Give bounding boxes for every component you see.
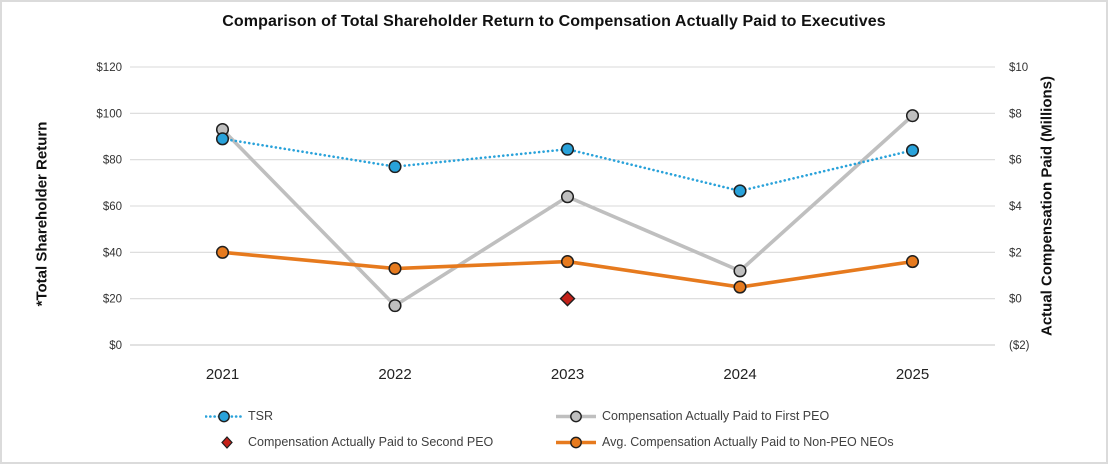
- x-axis-label: 2023: [551, 366, 584, 383]
- left-axis-tick: $0: [109, 340, 122, 352]
- right-axis-tick: $10: [1009, 62, 1028, 74]
- x-axis-label: 2022: [378, 366, 411, 383]
- left-axis-tick: $20: [103, 294, 122, 306]
- second-peo-legend-marker: [221, 435, 233, 449]
- right-axis-tick: $8: [1009, 108, 1022, 120]
- legend-item-non-peo-neos: Avg. Compensation Actually Paid to Non-P…: [555, 434, 894, 450]
- data-point: [733, 184, 747, 198]
- right-axis-tick: ($2): [1009, 340, 1030, 352]
- series-line-0: [221, 137, 914, 193]
- legend-item-second-peo: Compensation Actually Paid to Second PEO: [205, 434, 493, 450]
- second-peo-legend-diamond-icon: [221, 435, 233, 449]
- first-peo-legend-marker: [556, 410, 596, 422]
- data-point: [215, 245, 230, 259]
- data-point: [388, 160, 402, 174]
- first-peo-legend-circle-icon: [570, 410, 582, 422]
- legend-label-second-peo: Compensation Actually Paid to Second PEO: [248, 435, 494, 449]
- data-point: [560, 190, 575, 204]
- right-axis-tick: $6: [1009, 155, 1022, 167]
- left-axis-tick: $60: [103, 201, 122, 213]
- left-axis-tick: $80: [103, 155, 122, 167]
- x-axis-label: 2025: [896, 366, 929, 383]
- left-axis-tick: $100: [96, 108, 122, 120]
- chart-title: Comparison of Total Shareholder Return t…: [222, 13, 886, 30]
- data-point: [560, 255, 575, 269]
- right-axis-tick: $2: [1009, 247, 1022, 259]
- legend-label-tsr: TSR: [248, 409, 273, 423]
- legend-item-tsr: TSR: [205, 408, 273, 424]
- data-point: [733, 280, 747, 294]
- tsr-legend-circle-icon: [218, 410, 230, 422]
- data-point: [905, 109, 920, 123]
- data-point-diamond: [559, 290, 576, 307]
- data-point: [560, 142, 575, 156]
- data-point: [388, 299, 402, 313]
- data-point: [905, 255, 920, 269]
- non-peo-neos-legend-circle-icon: [570, 436, 582, 448]
- data-point: [905, 143, 920, 157]
- data-point: [388, 262, 402, 276]
- x-axis-label: 2024: [723, 366, 756, 383]
- data-point: [733, 264, 747, 278]
- legend-label-non-peo-neos: Avg. Compensation Actually Paid to Non-P…: [602, 435, 894, 449]
- tsr-legend-marker: [205, 410, 243, 422]
- left-axis-tick: $120: [96, 62, 122, 74]
- right-axis-tick: $0: [1009, 294, 1022, 306]
- non-peo-neos-legend-marker: [556, 436, 596, 448]
- legend-label-first-peo: Compensation Actually Paid to First PEO: [602, 409, 830, 423]
- left-axis-tick: $40: [103, 247, 122, 259]
- right-axis-tick: $4: [1009, 201, 1022, 213]
- x-axis-label: 2021: [206, 366, 239, 383]
- data-point: [215, 132, 230, 146]
- legend-item-first-peo: Compensation Actually Paid to First PEO: [555, 408, 829, 424]
